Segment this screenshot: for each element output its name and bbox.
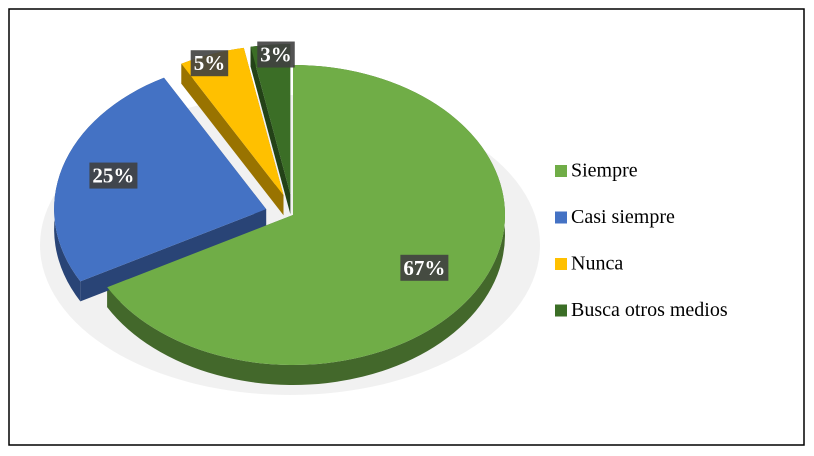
- legend-label: Busca otros medios: [571, 299, 728, 321]
- legend-swatch: [555, 304, 567, 317]
- slice: [181, 47, 284, 196]
- slice-wall: [181, 63, 284, 216]
- slice: [250, 44, 291, 195]
- legend-swatch: [555, 258, 567, 270]
- legend-swatch: [555, 211, 567, 224]
- legend-label: Casi siempre: [571, 206, 675, 228]
- slice: [107, 65, 505, 365]
- legend-swatch: [555, 165, 567, 177]
- legend-label: Nunca: [571, 253, 623, 275]
- data-label: 5%: [194, 51, 226, 75]
- data-label-box: [190, 50, 229, 77]
- data-label-box: [257, 41, 295, 68]
- legend-label: Siempre: [571, 160, 638, 182]
- data-label: 67%: [403, 256, 445, 280]
- data-label-box: [89, 162, 138, 189]
- slice-wall: [250, 46, 291, 215]
- data-label: 3%: [260, 43, 292, 67]
- data-label-box: [400, 254, 449, 281]
- data-label: 25%: [92, 164, 134, 188]
- slice: [54, 77, 267, 282]
- slice-wall: [80, 209, 267, 302]
